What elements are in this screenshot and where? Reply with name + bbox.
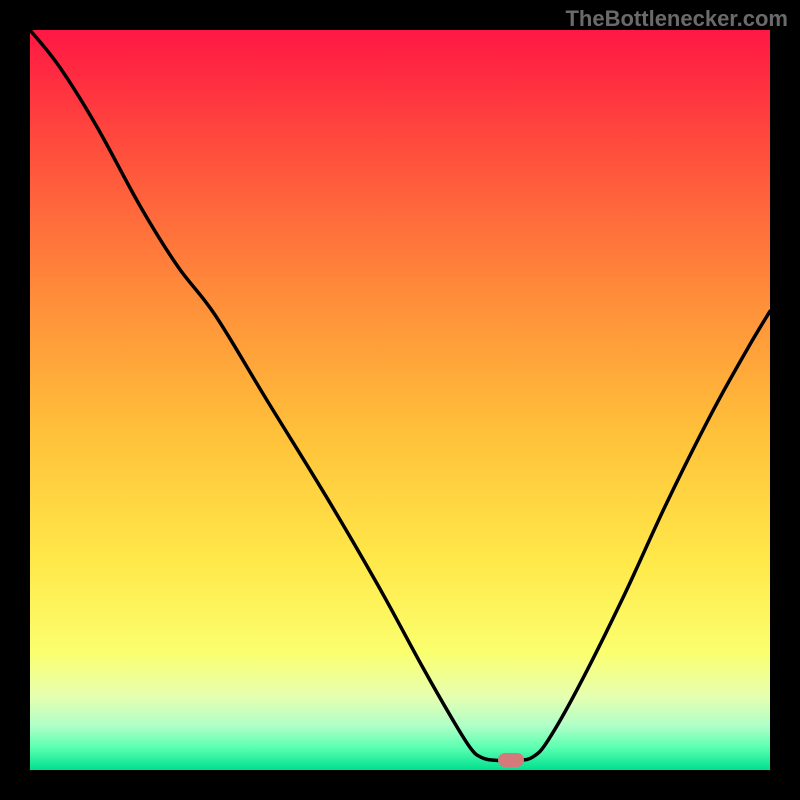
plot-area: [30, 30, 770, 770]
curve-path: [30, 30, 770, 761]
bottleneck-curve: [30, 30, 770, 770]
watermark-text: TheBottlenecker.com: [565, 6, 788, 32]
optimal-point-marker: [498, 753, 524, 767]
chart-container: TheBottlenecker.com: [0, 0, 800, 800]
